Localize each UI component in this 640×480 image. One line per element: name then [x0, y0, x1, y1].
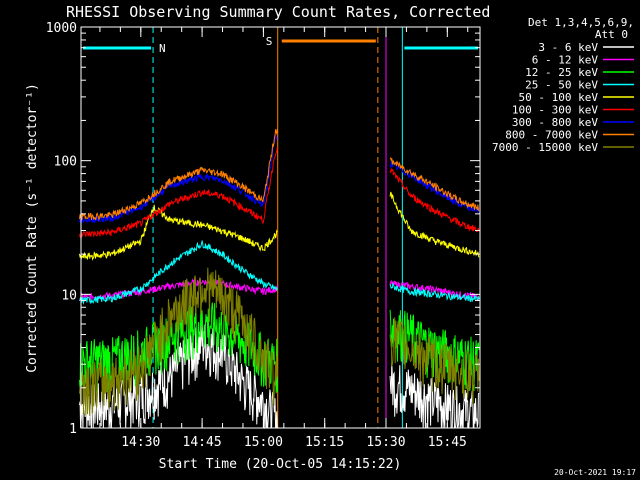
series-line-5 [389, 168, 480, 233]
legend-header-line1: Det 1,3,4,5,6,9, [528, 16, 634, 29]
legend-label-0: 3 - 6 keV [538, 41, 598, 54]
legend-header-line2: Att 0 [595, 28, 628, 41]
legend-label-7: 800 - 7000 keV [505, 129, 598, 142]
legend-label-4: 50 - 100 keV [519, 91, 599, 104]
x-axis-label: Start Time (20-Oct-05 14:15:22) [159, 457, 402, 472]
x-tick-label: 15:45 [428, 435, 467, 450]
series-line-6 [79, 134, 278, 224]
legend-label-3: 25 - 50 keV [525, 79, 598, 92]
y-tick-label: 1000 [46, 21, 77, 36]
flag-label-S: S [266, 35, 273, 48]
x-tick-label: 15:15 [305, 435, 344, 450]
footer-timestamp: 20-Oct-2021 19:17 [554, 468, 636, 477]
series-line-7 [79, 129, 278, 221]
series-line-3 [79, 240, 278, 305]
plot-frame [80, 26, 481, 429]
axes: 1 10 100 1000 14:30 14:45 15:00 15:15 15:30 15:45 [46, 21, 481, 450]
legend-label-8: 7000 - 15000 keV [492, 141, 598, 154]
series-line-4 [389, 191, 480, 258]
chart-title: RHESSI Observing Summary Count Rates, Co… [66, 3, 490, 21]
x-tick-label: 14:30 [121, 435, 160, 450]
series-line-3 [389, 282, 480, 302]
legend-header: Det 1,3,4,5,6,9, Att 0 [528, 16, 634, 41]
series-line-8 [79, 267, 278, 416]
x-tick-label: 15:30 [366, 435, 405, 450]
series-line-7 [389, 157, 480, 211]
y-tick-label: 10 [61, 288, 77, 303]
legend-label-2: 12 - 25 keV [525, 66, 598, 79]
series-line-0 [389, 362, 480, 429]
legend-label-6: 300 - 800 keV [512, 116, 598, 129]
series-line-5 [79, 147, 278, 240]
x-tick-label: 14:45 [183, 435, 222, 450]
flag-label-N: N [159, 42, 166, 55]
series-line-8 [389, 317, 480, 404]
series-line-4 [79, 204, 278, 261]
y-axis-label: Corrected Count Rate (s⁻¹ detector⁻¹) [25, 83, 40, 373]
y-tick-label: 100 [54, 155, 77, 170]
y-tick-label: 1 [69, 422, 77, 437]
series-line-2 [79, 302, 278, 395]
series-line-6 [389, 161, 480, 214]
x-tick-label: 15:00 [244, 435, 283, 450]
legend-label-5: 100 - 300 keV [512, 104, 598, 117]
legend-label-1: 6 - 12 keV [532, 54, 599, 67]
plot-area: NS [79, 27, 481, 430]
